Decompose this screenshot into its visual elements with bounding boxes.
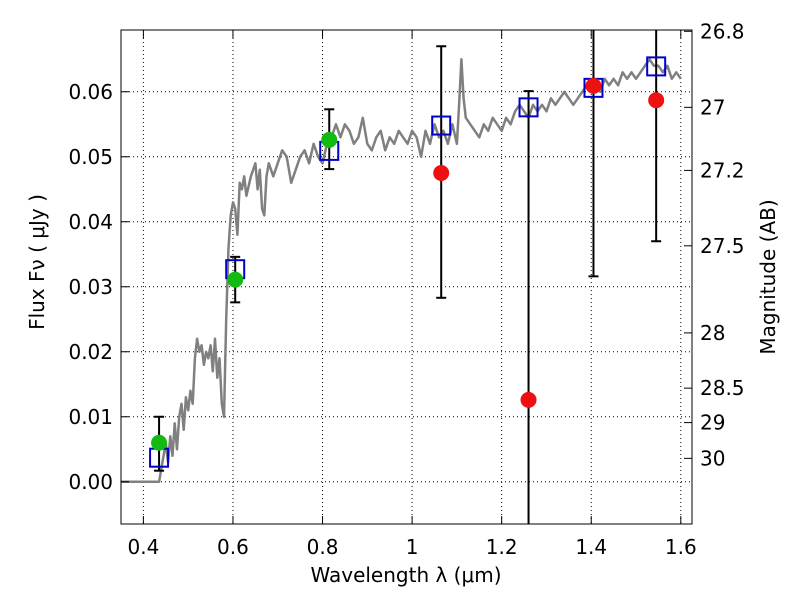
plot-content: [121, 30, 682, 524]
x-tick-label: 0.4: [127, 535, 159, 559]
axis-ticks: [121, 30, 692, 524]
axis-tick-labels: 0.4 0.6 0.8 1 1.2 1.4 1.6 0.00 0.01 0.02 0.03 0.04 0…: [68, 19, 744, 559]
red-point: [648, 92, 665, 109]
x-tick-label: 0.6: [217, 535, 249, 559]
x-tick-label: 0.8: [307, 535, 339, 559]
right-tick-label: 27.2: [700, 158, 745, 182]
plot-frame: [120, 29, 693, 525]
detection-point: [321, 131, 338, 148]
y-axis-title: Flux Fν ( μJy ): [25, 194, 49, 330]
plot-area: [121, 30, 682, 524]
y-tick-label: 0.02: [68, 340, 113, 364]
detection-point: [151, 434, 168, 451]
right-tick-label: 29: [700, 411, 725, 435]
model-band-square: [518, 97, 539, 118]
detection-point: [227, 271, 244, 288]
model-band-square: [646, 56, 667, 77]
red-point: [520, 391, 537, 408]
right-tick-label: 28.5: [700, 376, 745, 400]
right-tick-label: 27: [700, 95, 725, 119]
y-tick-label: 0.06: [68, 80, 113, 104]
y-tick-label: 0.01: [68, 405, 113, 429]
y-tick-label: 0.03: [68, 275, 113, 299]
right-tick-label: 26.8: [700, 19, 745, 43]
right-tick-label: 27.5: [700, 234, 745, 258]
model-band-square: [431, 115, 452, 136]
red-point: [585, 77, 602, 94]
model-spectrum-line: [121, 58, 682, 484]
right-axis-title: Magnitude (AB): [756, 199, 780, 354]
x-tick-label: 1: [406, 535, 419, 559]
right-tick-label: 30: [700, 446, 725, 470]
red-point: [433, 165, 450, 181]
y-tick-label: 0.00: [68, 470, 113, 494]
right-tick-label: 28: [700, 321, 725, 345]
x-tick-label: 1.2: [486, 535, 518, 559]
x-axis-title: Wavelength λ (μm): [310, 563, 501, 587]
x-tick-label: 1.6: [665, 535, 697, 559]
y-tick-label: 0.04: [68, 210, 113, 234]
y-tick-label: 0.05: [68, 145, 113, 169]
x-tick-label: 1.4: [575, 535, 607, 559]
